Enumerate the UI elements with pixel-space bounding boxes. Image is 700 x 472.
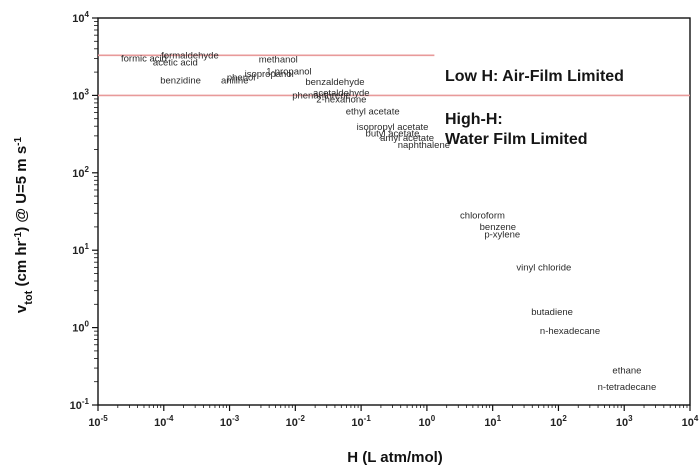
tick-base: 10: [154, 417, 166, 429]
y-tick-label: 100: [72, 320, 89, 335]
point-label: benzene: [480, 222, 516, 233]
point-label: vinyl chloride: [516, 262, 571, 273]
point-label: benzidine: [160, 76, 201, 87]
point-label: phenanthrene: [292, 90, 351, 101]
point-label: amyl acetate: [380, 133, 434, 144]
tick-exponent: 0: [431, 414, 436, 423]
tick-exponent: -1: [82, 397, 90, 406]
point-label: n-hexadecane: [540, 326, 600, 337]
x-tick-label: 104: [682, 414, 699, 429]
plot-frame: [97, 17, 691, 406]
region-label: Water Film Limited: [445, 131, 588, 148]
point-label: 1-propanol: [266, 66, 311, 77]
x-tick-label: 103: [616, 414, 633, 429]
tick-marks: [92, 17, 691, 411]
tick-exponent: -5: [101, 414, 109, 423]
y-axis-title: vtot (cm hr-1) @ U=5 m s-1: [13, 137, 36, 314]
x-tick-label: 10-1: [351, 414, 371, 429]
point-label: ethane: [612, 365, 641, 376]
x-tick-label: 10-3: [220, 414, 240, 429]
region-labels: Low H: Air-Film Limited High-H: Water Film…: [445, 68, 624, 148]
y-axis-title-sup1: -1: [13, 231, 24, 240]
y-tick-label: 102: [72, 165, 89, 180]
plot-area: [97, 17, 691, 406]
tick-exponent: 4: [694, 414, 699, 423]
tick-base: 10: [220, 417, 232, 429]
tick-exponent: -3: [232, 414, 240, 423]
tick-base: 10: [72, 168, 84, 180]
y-axis-title-main1: (cm hr: [13, 240, 30, 290]
region-label: High-H:: [445, 111, 503, 128]
point-label: methanol: [259, 55, 298, 66]
x-tick-label: 10-4: [154, 414, 174, 429]
point-label: butyl acetate: [366, 129, 420, 140]
tick-base: 10: [72, 323, 84, 335]
point-label: formaldehyde: [161, 50, 219, 61]
point-label: aniline: [221, 76, 248, 87]
tick-exponent: 1: [497, 414, 502, 423]
region-label: Low H: Air-Film Limited: [445, 68, 624, 85]
tick-exponent: 3: [628, 414, 633, 423]
point-label: benzaldehyde: [305, 77, 364, 88]
tick-base: 10: [616, 417, 628, 429]
x-tick-label: 100: [419, 414, 436, 429]
tick-base: 10: [351, 417, 363, 429]
x-tick-label: 10-5: [88, 414, 108, 429]
point-label: ethyl acetate: [346, 106, 400, 117]
tick-base: 10: [72, 90, 84, 102]
x-tick-label: 101: [484, 414, 501, 429]
tick-base: 10: [70, 400, 82, 412]
point-label: isopropyl acetate: [357, 122, 429, 133]
tick-base: 10: [550, 417, 562, 429]
point-label: naphthalene: [398, 140, 450, 151]
y-tick-label: 101: [72, 242, 89, 257]
point-label: phenol: [227, 73, 256, 84]
y-tick-label: 104: [72, 10, 89, 25]
tick-exponent: 3: [85, 87, 90, 96]
point-label: formic acid: [121, 53, 167, 64]
tick-exponent: -2: [298, 414, 306, 423]
x-tick-labels: 10-5 10-4 10-3 10-2 10-1 100 101 102 103 104: [88, 414, 699, 429]
y-axis-title-v: v: [13, 304, 30, 313]
tick-exponent: -1: [364, 414, 372, 423]
tick-exponent: 4: [85, 10, 90, 19]
point-label: isopropanol: [245, 69, 294, 80]
point-label: n-tetradecane: [598, 382, 657, 393]
x-axis-title: H (L atm/mol): [347, 449, 443, 466]
tick-base: 10: [682, 417, 694, 429]
tick-base: 10: [484, 417, 496, 429]
y-axis-title-sup2: -1: [13, 137, 24, 146]
point-label: acetic acid: [153, 58, 198, 69]
tick-exponent: 2: [562, 414, 567, 423]
y-axis-title-sub: tot: [23, 290, 35, 304]
y-axis-title-main2: ) @ U=5 m s: [13, 146, 30, 232]
x-tick-label: 10-2: [286, 414, 306, 429]
tick-exponent: -4: [166, 414, 174, 423]
tick-base: 10: [72, 245, 84, 257]
tick-exponent: 2: [85, 165, 90, 174]
y-tick-label: 10-1: [70, 397, 90, 412]
point-label: acetaldehyde: [313, 88, 370, 99]
point-label: butadiene: [531, 307, 573, 318]
x-tick-label: 102: [550, 414, 567, 429]
point-label: p-xylene: [484, 229, 520, 240]
tick-exponent: 1: [85, 242, 90, 251]
tick-base: 10: [88, 417, 100, 429]
tick-base: 10: [419, 417, 431, 429]
tick-base: 10: [72, 13, 84, 25]
tick-base: 10: [286, 417, 298, 429]
point-label: chloroform: [460, 211, 505, 222]
tick-exponent: 0: [85, 320, 90, 329]
y-tick-label: 103: [72, 87, 89, 102]
point-label: 2-hexanone: [316, 95, 366, 106]
